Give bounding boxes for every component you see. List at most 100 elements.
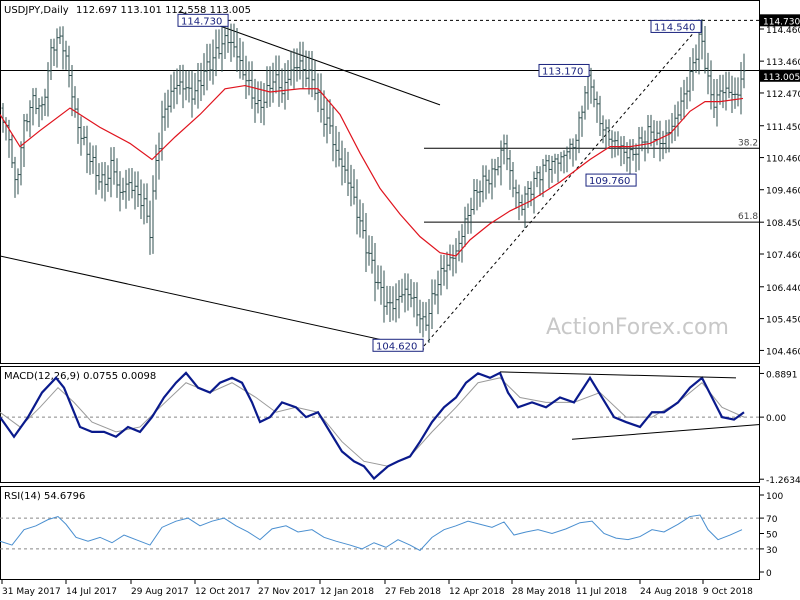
ohlc-bar [589,67,593,104]
ema-line [0,84,744,257]
ohlc-bar [46,62,50,117]
x-tick-label: 11 Jul 2018 [576,587,627,597]
ohlc-bar [220,25,224,72]
ohlc-bar [148,200,152,255]
ohlc-bar [82,126,86,146]
ohlc-bar [73,86,77,118]
ohlc-bar [232,23,236,58]
ohlc-bar [667,119,671,153]
ohlc-bar [67,45,71,88]
ohlc-bar [91,145,95,174]
rsi-lines [0,514,760,552]
ohlc-bar [367,235,371,266]
level-label-114-540: 114.540 [650,19,702,33]
ohlc-bar [106,165,110,192]
ohlc-bar [19,141,23,186]
ohlc-bar [427,298,431,344]
ohlc-bar [610,130,614,159]
ohlc-bar [310,50,314,98]
ohlc-bar [52,38,56,66]
price-tick-label: 105.450 [766,316,800,326]
x-tick-label: 27 Nov 2017 [258,587,316,597]
ohlc-bar [733,77,737,109]
ohlc-bar [739,61,743,115]
ohlc-bar [394,283,398,323]
price-tick-label: 108.450 [766,219,800,229]
ohlc-bar [628,139,632,177]
ohlc-bar [178,64,182,95]
price-bars [1,16,746,344]
ohlc-bar [181,64,185,109]
price-tick-label: 104.460 [766,347,800,357]
ohlc-bar [646,115,650,154]
ohlc-bar [76,98,80,144]
ohlc-bar [22,113,26,168]
ohlc-bar [343,148,347,183]
price-tick-label: 110.460 [766,155,800,165]
ohlc-bar [172,71,176,109]
ohlc-bar [502,134,506,165]
macd-y-axis: 0.8891 0.00 -1.2634 [760,370,800,486]
ohlc-bar [142,183,146,225]
ohlc-bar [184,70,188,101]
badge-current: 113.005 [760,69,800,83]
ohlc-bar [100,162,104,199]
ohlc-bar [169,74,173,113]
ohlc-bar [133,171,137,210]
ohlc-bar [613,131,617,158]
rsi-tick-label: 0 [766,569,772,579]
ohlc-bar [595,91,599,123]
price-ema-line [0,84,744,257]
ohlc-bar [688,57,692,102]
ohlc-bar [496,157,500,176]
ohlc-bar [403,273,407,313]
ohlc-bar [376,265,380,290]
ohlc-bar [412,282,416,318]
ohlc-bar [124,169,128,209]
ohlc-bar [532,171,536,214]
x-tick-label: 12 Oct 2017 [195,587,251,597]
ohlc-bar [271,62,275,103]
ohlc-bar [580,105,584,137]
ohlc-bar [61,26,65,70]
level-label-box [372,338,424,352]
macd-trend-line-1 [571,424,761,440]
ohlc-bar [25,113,29,132]
ohlc-bar [637,126,641,171]
trend-line-1 [0,255,425,350]
ohlc-bar [694,44,698,74]
ohlc-bar [529,181,533,207]
ohlc-bar [436,270,440,315]
ohlc-bar [490,158,494,200]
x-tick-label: 12 Apr 2018 [449,587,505,597]
ohlc-bar [409,279,413,308]
ohlc-bar [406,273,410,311]
ohlc-bar [352,169,356,205]
ohlc-bar [175,68,179,105]
level-label-114-730: 114.730 [177,13,229,27]
ohlc-bar [154,144,158,200]
ohlc-bar [703,25,707,74]
ohlc-bar [211,39,215,85]
ohlc-bar [397,280,401,319]
ohlc-bar [460,224,464,263]
price-tick-label: 113.460 [766,58,800,68]
ohlc-bar [340,140,344,186]
ohlc-bar [238,37,242,79]
ohlc-bar [475,179,479,211]
ohlc-bar [544,154,548,173]
ohlc-bar [592,79,596,108]
ohlc-bar [457,230,461,262]
ohlc-bar [280,68,284,103]
ohlc-bar [448,244,452,271]
ohlc-bar [136,171,140,207]
level-label-box [538,63,590,77]
ohlc-bar [49,38,53,81]
macd-main-line [0,371,745,481]
ohlc-bar [361,203,365,239]
badge-current-text: 113.005 [763,73,800,83]
ohlc-bar [550,155,554,183]
ohlc-bar [112,146,116,185]
rsi-title: RSI(14) 54.6796 [4,491,85,502]
